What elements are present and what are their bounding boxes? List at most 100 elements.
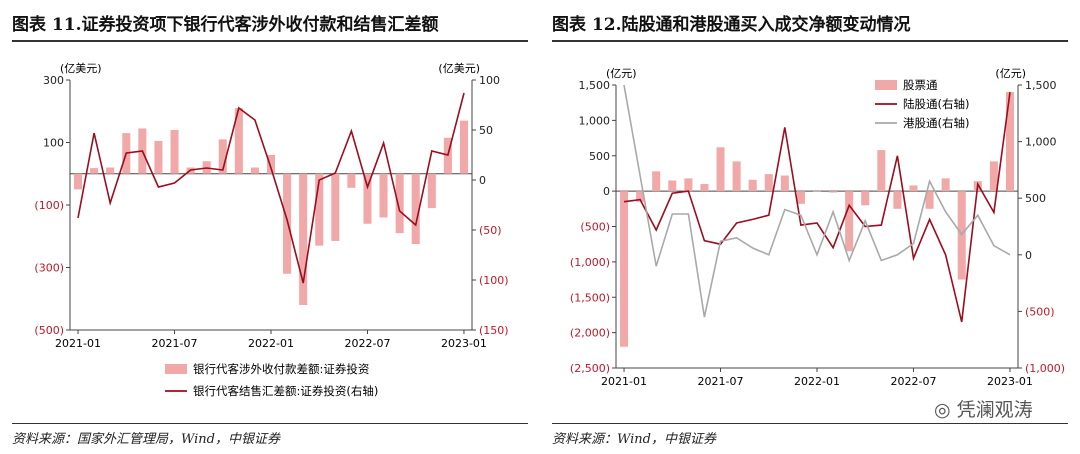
bar: [218, 139, 227, 174]
bar: [636, 191, 645, 202]
bar: [347, 173, 356, 188]
left-tick-label: (500): [34, 324, 64, 337]
bar: [299, 173, 308, 305]
title-rule: [12, 40, 528, 42]
bar: [266, 155, 276, 174]
bar: [684, 178, 693, 192]
bar: [780, 175, 789, 192]
figure-title: 图表 11.证券投资项下银行代客涉外收付款和结售汇差额: [12, 10, 439, 35]
x-tick-label: 2022-07: [890, 375, 936, 388]
bar: [411, 173, 420, 245]
bar: [845, 191, 854, 252]
right-tick-label: 1,000: [1025, 136, 1057, 149]
x-tick-label: 2021-07: [698, 375, 744, 388]
source-rule: [552, 423, 1068, 424]
bar: [909, 185, 918, 192]
right-tick-label: (100): [479, 274, 509, 287]
x-tick-label: 2023-01: [441, 337, 487, 350]
right-axis-unit: (亿元): [995, 67, 1026, 80]
left-tick-label: (1,000): [570, 256, 610, 269]
bar: [941, 178, 950, 192]
bar: [315, 173, 324, 246]
series-line: [623, 91, 1011, 323]
bar: [796, 191, 805, 204]
wechat-icon: ◎: [934, 399, 951, 421]
watermark: ◎ 凭澜观涛: [934, 395, 1033, 422]
figure-title: 图表 12.陆股通和港股通买入成交净额变动情况: [552, 10, 911, 35]
right-tick-label: 100: [479, 74, 500, 87]
left-tick-label: (500): [580, 221, 610, 234]
left-tick-label: 500: [589, 150, 610, 163]
bar: [395, 173, 404, 234]
bar: [379, 173, 388, 218]
right-axis-unit: (亿美元): [438, 62, 480, 75]
right-tick-label: (500): [1025, 305, 1055, 318]
left-tick-label: 0: [603, 185, 610, 198]
left-figure-panel: 图表 11.证券投资项下银行代客涉外收付款和结售汇差额 300 100 (100) (…: [12, 10, 528, 447]
figure-title-number: 12.: [591, 15, 622, 35]
right-tick-label: 50: [479, 124, 493, 137]
bar: [154, 140, 163, 174]
bar: [877, 150, 886, 192]
bar: [829, 191, 838, 193]
series-line: [623, 84, 1011, 318]
bar: [925, 191, 934, 209]
left-tick-label: 1,000: [579, 114, 611, 127]
bar: [700, 184, 709, 192]
title-rule: [552, 40, 1068, 42]
bar: [74, 173, 83, 190]
legend-label: 银行代客涉外收付款差额:证券投资: [193, 362, 369, 376]
right-tick-label: (1,000): [1025, 362, 1065, 375]
bar: [331, 173, 340, 241]
left-tick-label: (300): [34, 262, 64, 275]
x-tick-label: 2022-01: [248, 337, 294, 350]
x-tick-label: 2023-01: [987, 375, 1033, 388]
left-tick-label: (100): [34, 199, 64, 212]
right-tick-label: (150): [479, 324, 509, 337]
right-tick-label: 500: [1025, 192, 1046, 205]
x-tick-label: 2022-07: [344, 337, 390, 350]
left-tick-label: 1,500: [579, 79, 611, 92]
left-tick-label: 300: [43, 74, 64, 87]
left-axis-unit: (亿美元): [60, 62, 102, 75]
right-tick-label: 0: [1025, 249, 1032, 262]
source-note: 资料来源：国家外汇管理局，Wind，中银证券: [12, 432, 280, 447]
bar: [427, 173, 436, 209]
x-tick-label: 2022-01: [794, 375, 840, 388]
series-line: [77, 92, 465, 284]
figure-title-text: 陆股通和港股通买入成交净额变动情况: [621, 15, 911, 35]
legend-swatch: [875, 80, 897, 90]
x-tick-label: 2021-07: [152, 337, 198, 350]
bar: [250, 167, 259, 174]
bar: [652, 171, 661, 192]
left-tick-label: (2,500): [570, 362, 610, 375]
figure-title-text: 证券投资项下银行代客涉外收付款和结售汇差额: [81, 15, 439, 35]
figure-title-number: 11.: [51, 15, 82, 35]
right-tick-label: 0: [479, 174, 486, 187]
bar: [716, 147, 725, 192]
bar: [106, 167, 115, 174]
right-tick-label: 1,500: [1025, 79, 1057, 92]
bar: [732, 161, 741, 192]
bar: [668, 180, 677, 192]
legend-swatch: [165, 364, 187, 374]
bar: [283, 173, 292, 274]
right-figure-panel: 图表 12.陆股通和港股通买入成交净额变动情况 1,500 1,000 500 0 (5…: [540, 0, 1080, 454]
bar: [1005, 92, 1014, 192]
x-tick-label: 2021-01: [601, 375, 647, 388]
legend-label: 银行代客结售汇差额:证券投资(右轴): [193, 384, 378, 398]
watermark-text: 凭澜观涛: [956, 399, 1033, 421]
left-chart: 300 100 (100) (300) (500) 100 50 0 (50) (100) (150…: [34, 62, 509, 398]
legend-label: 港股通(右轴): [903, 116, 969, 130]
legend-label: 陆股通(右轴): [903, 97, 969, 111]
bar: [812, 191, 822, 192]
bar: [748, 179, 757, 192]
figure-title-prefix: 图表: [552, 15, 586, 35]
left-tick-label: (1,500): [570, 291, 610, 304]
bar: [620, 191, 629, 347]
figure-title-prefix: 图表: [12, 15, 46, 35]
bar: [764, 174, 773, 192]
right-chart: 1,500 1,000 500 0 (500) (1,000) (1,500) (2,000)…: [570, 67, 1065, 388]
bar: [234, 108, 243, 174]
x-tick-label: 2021-01: [55, 337, 101, 350]
